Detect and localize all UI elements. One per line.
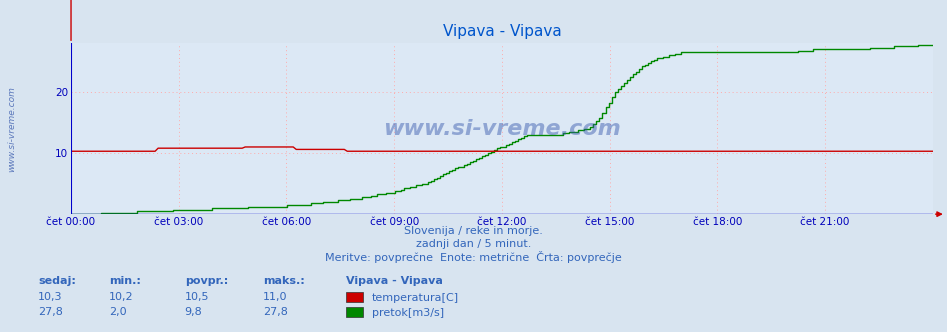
Text: 27,8: 27,8 (38, 307, 63, 317)
Text: www.si-vreme.com: www.si-vreme.com (383, 119, 621, 139)
Text: 9,8: 9,8 (185, 307, 203, 317)
Text: Vipava - Vipava: Vipava - Vipava (346, 276, 442, 286)
Text: temperatura[C]: temperatura[C] (372, 293, 459, 303)
Text: 2,0: 2,0 (109, 307, 127, 317)
Text: www.si-vreme.com: www.si-vreme.com (7, 86, 16, 172)
Text: sedaj:: sedaj: (38, 276, 76, 286)
Text: 11,0: 11,0 (263, 292, 288, 302)
Text: Meritve: povprečne  Enote: metrične  Črta: povprečje: Meritve: povprečne Enote: metrične Črta:… (325, 251, 622, 263)
Text: pretok[m3/s]: pretok[m3/s] (372, 308, 444, 318)
Text: 10,2: 10,2 (109, 292, 134, 302)
Title: Vipava - Vipava: Vipava - Vipava (442, 24, 562, 39)
Text: 10,3: 10,3 (38, 292, 63, 302)
Text: zadnji dan / 5 minut.: zadnji dan / 5 minut. (416, 239, 531, 249)
Text: povpr.:: povpr.: (185, 276, 228, 286)
Text: maks.:: maks.: (263, 276, 305, 286)
Text: 27,8: 27,8 (263, 307, 288, 317)
Text: 10,5: 10,5 (185, 292, 209, 302)
Text: Slovenija / reke in morje.: Slovenija / reke in morje. (404, 226, 543, 236)
Text: min.:: min.: (109, 276, 141, 286)
